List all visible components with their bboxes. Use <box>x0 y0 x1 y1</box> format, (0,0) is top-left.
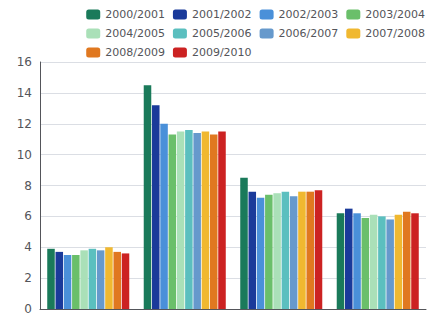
svg-text:2: 2 <box>24 271 32 285</box>
svg-text:2007/2008: 2007/2008 <box>365 27 425 40</box>
svg-text:2003/2004: 2003/2004 <box>365 8 425 21</box>
svg-text:2006/2007: 2006/2007 <box>279 27 339 40</box>
svg-text:6: 6 <box>24 209 32 223</box>
svg-text:0: 0 <box>24 302 32 316</box>
svg-text:2009/2010: 2009/2010 <box>192 46 252 59</box>
svg-text:10: 10 <box>17 148 32 162</box>
svg-text:2004/2005: 2004/2005 <box>105 27 165 40</box>
svg-text:2001/2002: 2001/2002 <box>192 8 252 21</box>
svg-text:2008/2009: 2008/2009 <box>105 46 165 59</box>
svg-text:2005/2006: 2005/2006 <box>192 27 252 40</box>
svg-text:16: 16 <box>17 55 32 69</box>
svg-text:2000/2001: 2000/2001 <box>105 8 165 21</box>
svg-text:8: 8 <box>24 179 32 193</box>
svg-text:14: 14 <box>17 86 32 100</box>
svg-text:12: 12 <box>17 117 32 131</box>
svg-text:4: 4 <box>24 240 32 254</box>
svg-text:2002/2003: 2002/2003 <box>279 8 339 21</box>
